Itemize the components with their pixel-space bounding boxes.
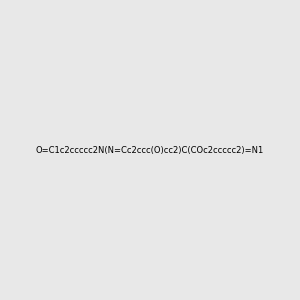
- Text: O=C1c2ccccc2N(N=Cc2ccc(O)cc2)C(COc2ccccc2)=N1: O=C1c2ccccc2N(N=Cc2ccc(O)cc2)C(COc2ccccc…: [36, 146, 264, 154]
